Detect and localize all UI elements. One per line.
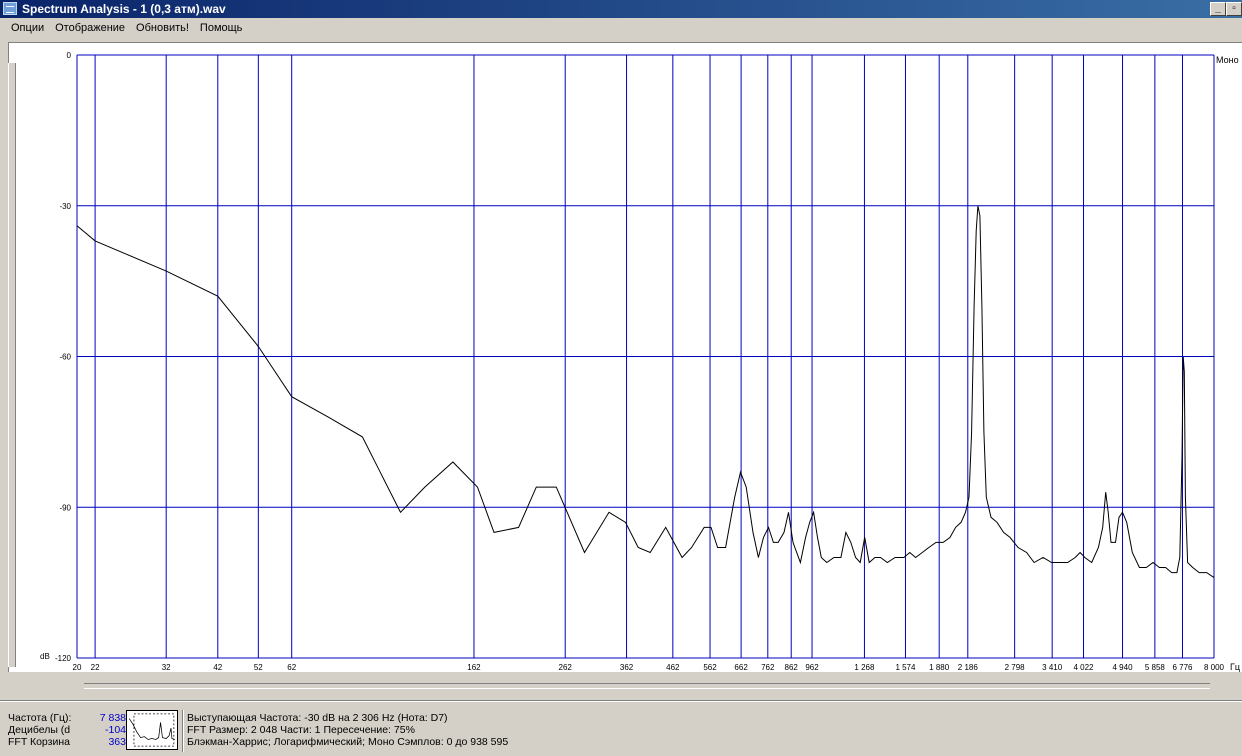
bin-label: FFT Корзина — [8, 736, 70, 748]
minimize-button[interactable]: _ — [1210, 2, 1226, 16]
status-separator — [182, 710, 184, 752]
y-gridlines — [77, 54, 1214, 659]
menu-options[interactable]: Опции — [11, 22, 45, 34]
x-tick-label: 3 410 — [1042, 663, 1063, 672]
x-axis-unit: Гц — [1230, 662, 1240, 672]
db-value: -104 — [104, 724, 126, 736]
spectrum-chart[interactable]: 20 22 32 42 52 62 162 262 362 462 562 662 762 862 962 1… — [0, 0, 1242, 700]
x-tick-label: 5 858 — [1145, 663, 1166, 672]
divider — [0, 700, 1242, 702]
x-tick-label: 22 — [91, 663, 100, 672]
y-tick-label: -60 — [59, 353, 71, 362]
fft-size-text: FFT Размер: 2 048 Части: 1 Пересечение: … — [187, 724, 415, 736]
channel-label: Моно — [1216, 55, 1239, 65]
x-tick-label: 4 940 — [1113, 663, 1134, 672]
peak-frequency-text: Выступающая Частота: -30 dB на 2 306 Hz … — [187, 712, 448, 724]
y-tick-label: -120 — [55, 654, 72, 663]
app-icon[interactable] — [3, 2, 17, 15]
freq-value: 7 838 — [99, 712, 126, 724]
window-info-text: Блэкман-Харрис; Логарифмический; Моно Сэ… — [187, 736, 509, 748]
window-title: Spectrum Analysis - 1 (0,3 атм).wav — [22, 2, 226, 16]
x-tick-label: 562 — [703, 663, 717, 672]
x-tick-label: 1 880 — [929, 663, 950, 672]
x-tick-label: 4 022 — [1073, 663, 1094, 672]
db-label: Децибелы (d — [8, 724, 71, 736]
x-tick-label: 1 268 — [854, 663, 875, 672]
menu-refresh[interactable]: Обновить! — [136, 22, 189, 34]
y-tick-label: -90 — [59, 503, 71, 512]
x-tick-label: 62 — [287, 663, 296, 672]
x-tick-label: 6 776 — [1172, 663, 1193, 672]
menu-bar: Опции Отображение Обновить! Помощь — [0, 18, 1242, 38]
x-tick-label: 32 — [162, 663, 171, 672]
x-tick-label: 20 — [73, 663, 82, 672]
freq-label: Частота (Гц): — [8, 712, 72, 724]
y-tick-labels: -120 -90 -60 -30 0 — [55, 51, 72, 663]
x-tick-label: 52 — [254, 663, 263, 672]
x-tick-label: 762 — [761, 663, 775, 672]
x-tick-label: 162 — [467, 663, 481, 672]
x-tick-label: 362 — [620, 663, 634, 672]
x-tick-label: 1 574 — [895, 663, 916, 672]
cursor-readout: Частота (Гц): 7 838 Децибелы (d -104 FFT К… — [8, 712, 126, 748]
vertical-scrollbar[interactable] — [8, 63, 16, 667]
y-tick-label: -30 — [59, 202, 71, 211]
y-tick-label: 0 — [67, 51, 72, 60]
x-tick-label: 8 000 — [1204, 663, 1225, 672]
menu-help[interactable]: Помощь — [199, 22, 243, 34]
x-tick-label: 862 — [785, 663, 799, 672]
x-tick-label: 462 — [666, 663, 680, 672]
x-tick-label: 2 798 — [1005, 663, 1026, 672]
y-axis-unit: dB — [40, 652, 50, 661]
x-tick-label: 2 186 — [958, 663, 979, 672]
spectrum-thumbnail[interactable] — [126, 710, 178, 750]
x-tick-label: 262 — [559, 663, 573, 672]
menu-display[interactable]: Отображение — [55, 22, 126, 34]
x-tick-labels: 20 22 32 42 52 62 162 262 362 462 562 662 762 862 962 1… — [73, 663, 1225, 672]
x-tick-label: 962 — [805, 663, 819, 672]
horizontal-scrollbar[interactable] — [84, 683, 1210, 689]
spectrum-series-line — [76, 205, 1215, 579]
x-tick-label: 662 — [734, 663, 748, 672]
status-bar: Частота (Гц): 7 838 Децибелы (d -104 FFT К… — [0, 704, 1242, 756]
analysis-info: Выступающая Частота: -30 dB на 2 306 Hz … — [187, 712, 508, 748]
x-tick-label: 42 — [213, 663, 222, 672]
bin-value: 363 — [108, 736, 126, 748]
